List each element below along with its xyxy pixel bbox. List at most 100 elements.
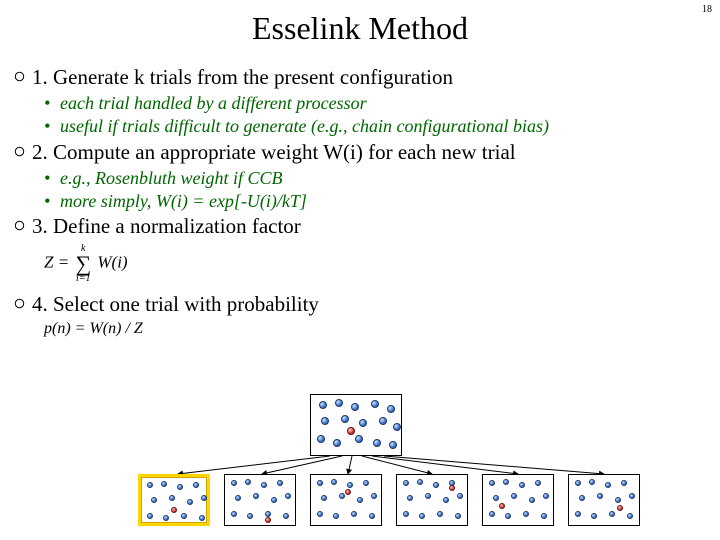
particle-blue bbox=[575, 511, 581, 517]
l2-text: e.g., Rosenbluth weight if CCB bbox=[60, 168, 283, 189]
arrow-line bbox=[348, 456, 352, 474]
particle-blue bbox=[335, 399, 343, 407]
particle-blue bbox=[321, 417, 329, 425]
particle-blue bbox=[629, 493, 635, 499]
particle-blue bbox=[615, 497, 621, 503]
particle-blue bbox=[341, 415, 349, 423]
particle-blue bbox=[609, 511, 615, 517]
particle-blue bbox=[351, 403, 359, 411]
source-configuration-box bbox=[310, 394, 402, 456]
trial-box bbox=[568, 474, 640, 526]
list-item-l1: 3. Define a normalization factor bbox=[14, 214, 706, 238]
particle-blue bbox=[231, 511, 237, 517]
particle-blue bbox=[271, 497, 277, 503]
list-item-l2: •useful if trials difficult to generate … bbox=[44, 116, 706, 137]
particle-blue bbox=[621, 480, 627, 486]
particle-blue bbox=[169, 495, 175, 501]
particle-blue bbox=[403, 480, 409, 486]
l2-text: each trial handled by a different proces… bbox=[60, 93, 367, 114]
arrow-line bbox=[178, 456, 330, 474]
particle-blue bbox=[519, 482, 525, 488]
particle-blue bbox=[627, 513, 633, 519]
particle-blue bbox=[373, 439, 381, 447]
trial-box bbox=[396, 474, 468, 526]
particle-blue bbox=[389, 441, 397, 449]
particle-blue bbox=[407, 495, 413, 501]
particle-blue bbox=[161, 481, 167, 487]
particle-blue bbox=[163, 515, 169, 521]
particle-blue bbox=[277, 480, 283, 486]
particle-blue bbox=[505, 513, 511, 519]
particle-blue bbox=[371, 493, 377, 499]
particle-blue bbox=[317, 511, 323, 517]
dot-bullet-icon: • bbox=[44, 168, 60, 189]
l1-text: 3. Define a normalization factor bbox=[32, 214, 301, 238]
particle-blue bbox=[319, 401, 327, 409]
summation-icon: k∑i=1 bbox=[75, 244, 91, 284]
formula-z-lhs: Z = bbox=[44, 253, 73, 272]
particle-blue bbox=[543, 493, 549, 499]
dot-bullet-icon: • bbox=[44, 116, 60, 137]
formula-p: p(n) = W(n) / Z bbox=[44, 320, 706, 338]
particle-blue bbox=[245, 479, 251, 485]
particle-blue bbox=[177, 484, 183, 490]
particle-blue bbox=[455, 513, 461, 519]
l1-text: 4. Select one trial with probability bbox=[32, 292, 319, 316]
arrow-line bbox=[262, 456, 342, 474]
particle-blue bbox=[359, 419, 367, 427]
particle-blue bbox=[443, 497, 449, 503]
particle-blue bbox=[419, 513, 425, 519]
particle-blue bbox=[605, 482, 611, 488]
list-item-l2: •each trial handled by a different proce… bbox=[44, 93, 706, 114]
particle-red bbox=[265, 517, 271, 523]
particle-blue bbox=[597, 493, 603, 499]
particle-blue bbox=[591, 513, 597, 519]
trials-diagram bbox=[0, 394, 720, 534]
page-title: Esselink Method bbox=[14, 10, 706, 47]
particle-red bbox=[449, 485, 455, 491]
l1-text: 1. Generate k trials from the present co… bbox=[32, 65, 453, 89]
trial-box-selected bbox=[138, 474, 210, 526]
particle-blue bbox=[511, 493, 517, 499]
list-item-l2: •more simply, W(i) = exp[-U(i)/kT] bbox=[44, 191, 706, 212]
particle-blue bbox=[285, 493, 291, 499]
page-number: 18 bbox=[702, 4, 712, 15]
particle-blue bbox=[347, 482, 353, 488]
list-item-l1: 1. Generate k trials from the present co… bbox=[14, 65, 706, 89]
particle-blue bbox=[339, 493, 345, 499]
particle-blue bbox=[201, 495, 207, 501]
trial-box bbox=[482, 474, 554, 526]
particle-blue bbox=[437, 511, 443, 517]
particle-blue bbox=[425, 493, 431, 499]
particle-blue bbox=[317, 435, 325, 443]
particle-blue bbox=[379, 417, 387, 425]
particle-blue bbox=[457, 493, 463, 499]
particle-red bbox=[499, 503, 505, 509]
particle-blue bbox=[529, 497, 535, 503]
particle-blue bbox=[433, 482, 439, 488]
particle-blue bbox=[181, 513, 187, 519]
particle-blue bbox=[187, 499, 193, 505]
particle-blue bbox=[261, 482, 267, 488]
list-item-l1: 2. Compute an appropriate weight W(i) fo… bbox=[14, 140, 706, 164]
particle-blue bbox=[247, 513, 253, 519]
particle-blue bbox=[541, 513, 547, 519]
particle-blue bbox=[575, 480, 581, 486]
particle-blue bbox=[489, 480, 495, 486]
list-item-l2: •e.g., Rosenbluth weight if CCB bbox=[44, 168, 706, 189]
particle-blue bbox=[331, 479, 337, 485]
l2-text: more simply, W(i) = exp[-U(i)/kT] bbox=[60, 191, 307, 212]
particle-blue bbox=[151, 497, 157, 503]
l2-text: useful if trials difficult to generate (… bbox=[60, 116, 549, 137]
particle-blue bbox=[235, 495, 241, 501]
particle-blue bbox=[357, 497, 363, 503]
trial-box bbox=[310, 474, 382, 526]
content-list: 1. Generate k trials from the present co… bbox=[14, 65, 706, 338]
particle-blue bbox=[579, 495, 585, 501]
particle-blue bbox=[193, 482, 199, 488]
particle-blue bbox=[199, 515, 205, 521]
particle-blue bbox=[363, 480, 369, 486]
particle-blue bbox=[403, 511, 409, 517]
particle-blue bbox=[387, 405, 395, 413]
slide-page: 18 Esselink Method 1. Generate k trials … bbox=[0, 0, 720, 540]
